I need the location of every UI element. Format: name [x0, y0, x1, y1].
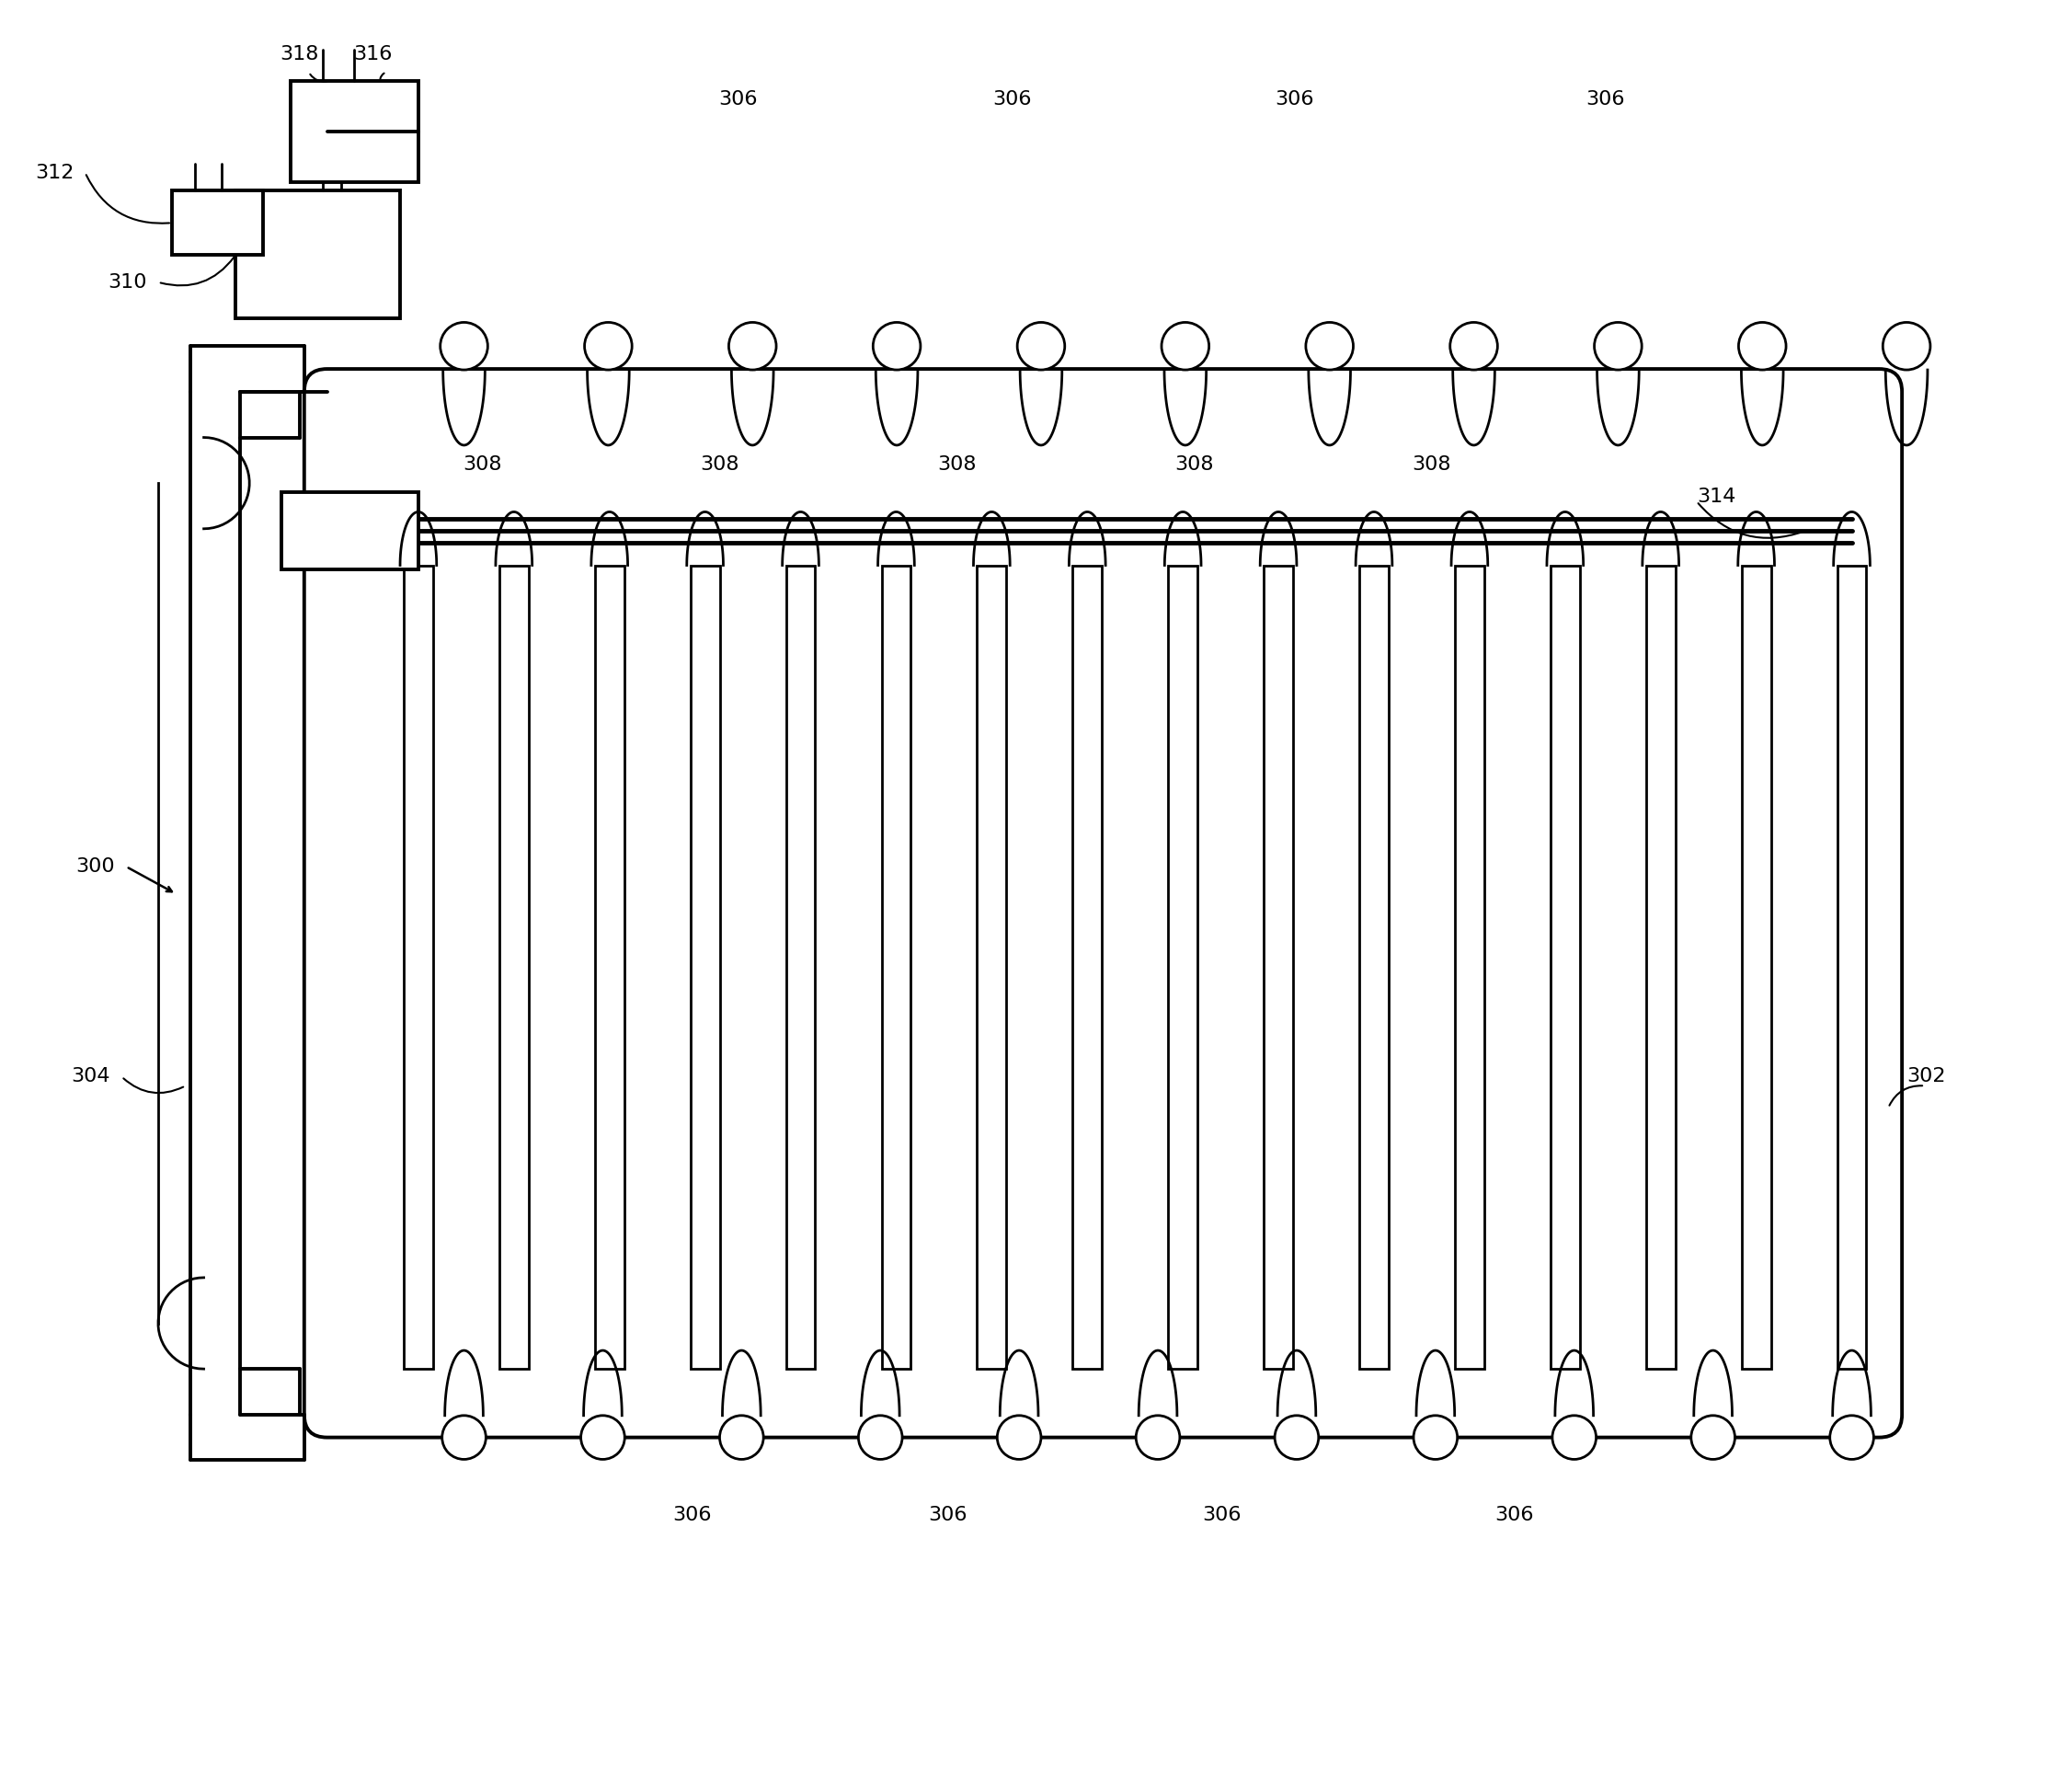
Text: 308: 308: [462, 456, 501, 474]
Circle shape: [858, 1416, 901, 1459]
Text: 306: 306: [1202, 1506, 1241, 1524]
Circle shape: [1830, 1416, 1873, 1459]
Bar: [1838, 566, 1867, 1368]
Circle shape: [580, 1416, 624, 1459]
Bar: [1645, 566, 1676, 1368]
Circle shape: [719, 1416, 762, 1459]
Text: 306: 306: [928, 1506, 968, 1524]
Bar: [1169, 566, 1198, 1368]
Text: 306: 306: [719, 90, 758, 110]
Circle shape: [872, 322, 920, 370]
Bar: [978, 566, 1007, 1368]
Text: 300: 300: [77, 857, 116, 875]
Circle shape: [997, 1416, 1040, 1459]
Bar: [1743, 566, 1772, 1368]
Circle shape: [1135, 1416, 1179, 1459]
Text: 318: 318: [280, 44, 319, 64]
FancyBboxPatch shape: [305, 370, 1902, 1437]
Circle shape: [1593, 322, 1641, 370]
Bar: [282, 492, 419, 569]
Circle shape: [1883, 322, 1931, 370]
Circle shape: [1691, 1416, 1734, 1459]
Circle shape: [1738, 322, 1786, 370]
Text: 310: 310: [108, 272, 147, 292]
Text: 308: 308: [1175, 456, 1214, 474]
Bar: [290, 81, 419, 182]
Bar: [236, 191, 400, 318]
Bar: [172, 191, 263, 255]
Bar: [1264, 566, 1293, 1368]
Circle shape: [439, 322, 487, 370]
Bar: [1550, 566, 1579, 1368]
Bar: [690, 566, 719, 1368]
Bar: [1359, 566, 1388, 1368]
Bar: [1455, 566, 1484, 1368]
Circle shape: [1450, 322, 1498, 370]
Circle shape: [441, 1416, 487, 1459]
Text: 306: 306: [1585, 90, 1624, 110]
Text: 316: 316: [352, 44, 392, 64]
Bar: [595, 566, 624, 1368]
Text: 304: 304: [70, 1068, 110, 1086]
Bar: [881, 566, 912, 1368]
Circle shape: [1274, 1416, 1318, 1459]
Bar: [785, 566, 814, 1368]
Text: 308: 308: [1413, 456, 1450, 474]
Text: 308: 308: [937, 456, 976, 474]
Text: 306: 306: [1494, 1506, 1533, 1524]
Text: 306: 306: [1274, 90, 1314, 110]
Circle shape: [1413, 1416, 1457, 1459]
Text: 306: 306: [992, 90, 1032, 110]
Circle shape: [1162, 322, 1210, 370]
Text: 308: 308: [700, 456, 740, 474]
Text: 306: 306: [673, 1506, 713, 1524]
Circle shape: [729, 322, 777, 370]
Bar: [1073, 566, 1102, 1368]
Text: 314: 314: [1697, 488, 1736, 506]
Circle shape: [1017, 322, 1065, 370]
Bar: [404, 566, 433, 1368]
Circle shape: [584, 322, 632, 370]
Circle shape: [1305, 322, 1353, 370]
Text: 312: 312: [35, 163, 75, 182]
Circle shape: [1552, 1416, 1595, 1459]
Text: 302: 302: [1906, 1068, 1946, 1086]
Bar: [499, 566, 528, 1368]
